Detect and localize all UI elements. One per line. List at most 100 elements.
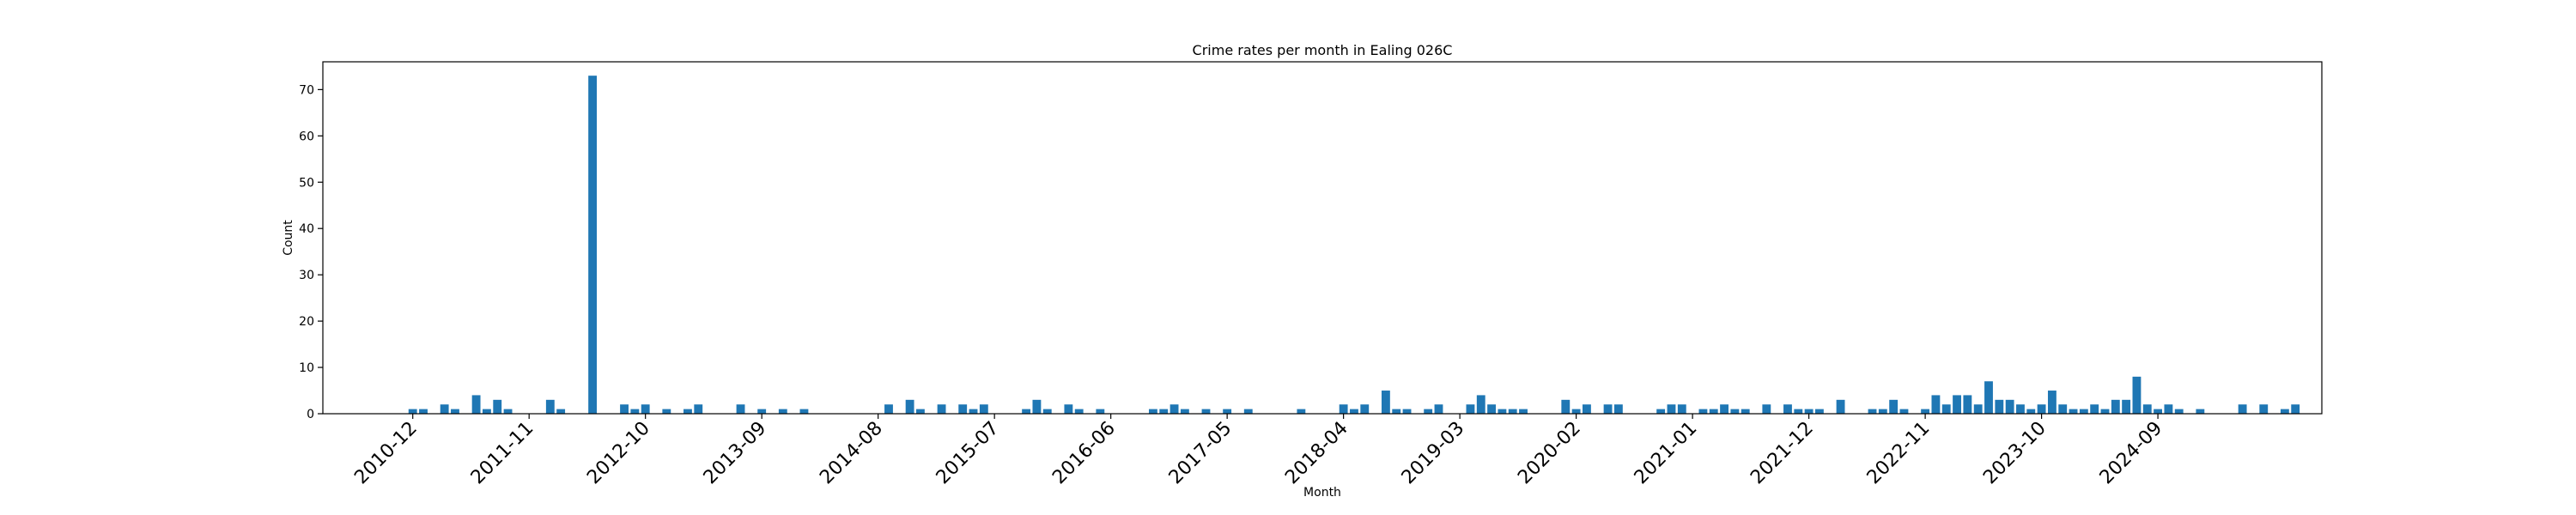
bar — [1677, 404, 1686, 414]
bars-group — [408, 76, 2300, 415]
bar — [440, 404, 449, 414]
bar — [1159, 409, 1169, 414]
y-tick-label: 10 — [299, 361, 314, 375]
bar — [736, 404, 745, 414]
y-tick-label: 20 — [299, 315, 314, 329]
x-tick-label: 2023-10 — [1979, 418, 2050, 489]
bar — [1424, 409, 1433, 414]
bar — [916, 409, 925, 414]
bar — [958, 404, 968, 414]
bar — [1074, 409, 1084, 414]
y-axis: 0 10 20 30 40 50 60 70 — [299, 83, 323, 421]
bar — [1656, 409, 1666, 414]
bar — [905, 399, 914, 414]
bar — [2111, 399, 2120, 414]
bar — [1868, 409, 1877, 414]
bar — [1720, 404, 1728, 414]
bar — [2058, 404, 2068, 414]
bar — [2132, 376, 2142, 414]
bar — [1583, 404, 1591, 414]
bar — [1170, 404, 1179, 414]
bar — [1762, 404, 1771, 414]
plot-frame — [322, 61, 2323, 415]
bar — [1698, 409, 1708, 414]
bar — [2164, 404, 2173, 414]
bar — [2174, 409, 2184, 414]
bar — [1402, 409, 1412, 414]
chart-title: Crime rates per month in Ealing 026C — [1193, 42, 1453, 58]
bar — [419, 409, 428, 414]
bar — [2069, 409, 2078, 414]
x-tick-label: 2020-02 — [1514, 418, 1585, 489]
x-tick-label: 2016-06 — [1048, 418, 1120, 489]
x-tick-label: 2021-12 — [1747, 418, 1818, 489]
bar — [1931, 395, 1941, 414]
x-tick-label: 2022-11 — [1863, 418, 1935, 489]
bar — [1963, 395, 1972, 414]
bar — [1392, 409, 1401, 414]
bar — [2196, 409, 2205, 414]
x-tick-label: 2013-09 — [700, 418, 771, 489]
bar — [979, 404, 988, 414]
bar — [1223, 409, 1232, 414]
x-tick-label: 2024-09 — [2096, 418, 2167, 489]
bar — [2047, 391, 2057, 414]
bar — [1571, 409, 1581, 414]
bar — [1561, 399, 1571, 414]
bar — [1466, 404, 1475, 414]
bar — [556, 409, 566, 414]
bar — [1339, 404, 1348, 414]
bar — [757, 409, 767, 414]
bar — [2280, 409, 2289, 414]
bar — [1498, 409, 1507, 414]
bar — [2142, 404, 2152, 414]
bar — [1730, 409, 1740, 414]
bar — [1360, 404, 1370, 414]
bar — [1096, 409, 1105, 414]
bar — [884, 404, 893, 414]
bar — [1783, 404, 1792, 414]
y-tick-label: 70 — [299, 83, 314, 97]
bar — [1201, 409, 1211, 414]
x-tick-label: 2015-07 — [933, 418, 1004, 489]
bar — [1434, 404, 1443, 414]
y-tick-label: 0 — [307, 408, 314, 421]
x-tick-label: 2010-12 — [350, 418, 422, 489]
bar — [1350, 409, 1358, 414]
bar — [1381, 391, 1390, 414]
bar — [1476, 395, 1485, 414]
bar — [1899, 409, 1909, 414]
bar — [2291, 404, 2300, 414]
bar — [2090, 404, 2099, 414]
x-axis-label: Month — [1303, 486, 1341, 500]
bar — [799, 409, 809, 414]
bar — [2037, 404, 2046, 414]
y-tick-label: 40 — [299, 222, 314, 236]
bar — [1973, 404, 1983, 414]
bar — [630, 409, 640, 414]
x-tick-label: 2011-11 — [467, 418, 538, 489]
bar — [2005, 399, 2014, 414]
bar — [1984, 381, 1993, 414]
bar — [1941, 404, 1951, 414]
bar — [2259, 404, 2269, 414]
bar — [493, 399, 502, 414]
bar — [2154, 409, 2162, 414]
x-tick-label: 2014-08 — [816, 418, 887, 489]
bar — [1180, 409, 1189, 414]
bar — [471, 395, 481, 414]
bar — [1878, 409, 1887, 414]
bar — [1508, 409, 1517, 414]
bar — [1042, 409, 1052, 414]
y-tick-label: 30 — [299, 269, 314, 282]
bar — [1667, 404, 1676, 414]
x-tick-label: 2017-05 — [1165, 418, 1236, 489]
bar — [683, 409, 692, 414]
bar — [1022, 409, 1031, 414]
bar — [1032, 399, 1042, 414]
bar — [1297, 409, 1306, 414]
bar — [2026, 409, 2036, 414]
x-axis: 2010-12 2011-11 2012-10 2013-09 2014-08 2015-… — [350, 414, 2166, 488]
bar — [2016, 404, 2025, 414]
